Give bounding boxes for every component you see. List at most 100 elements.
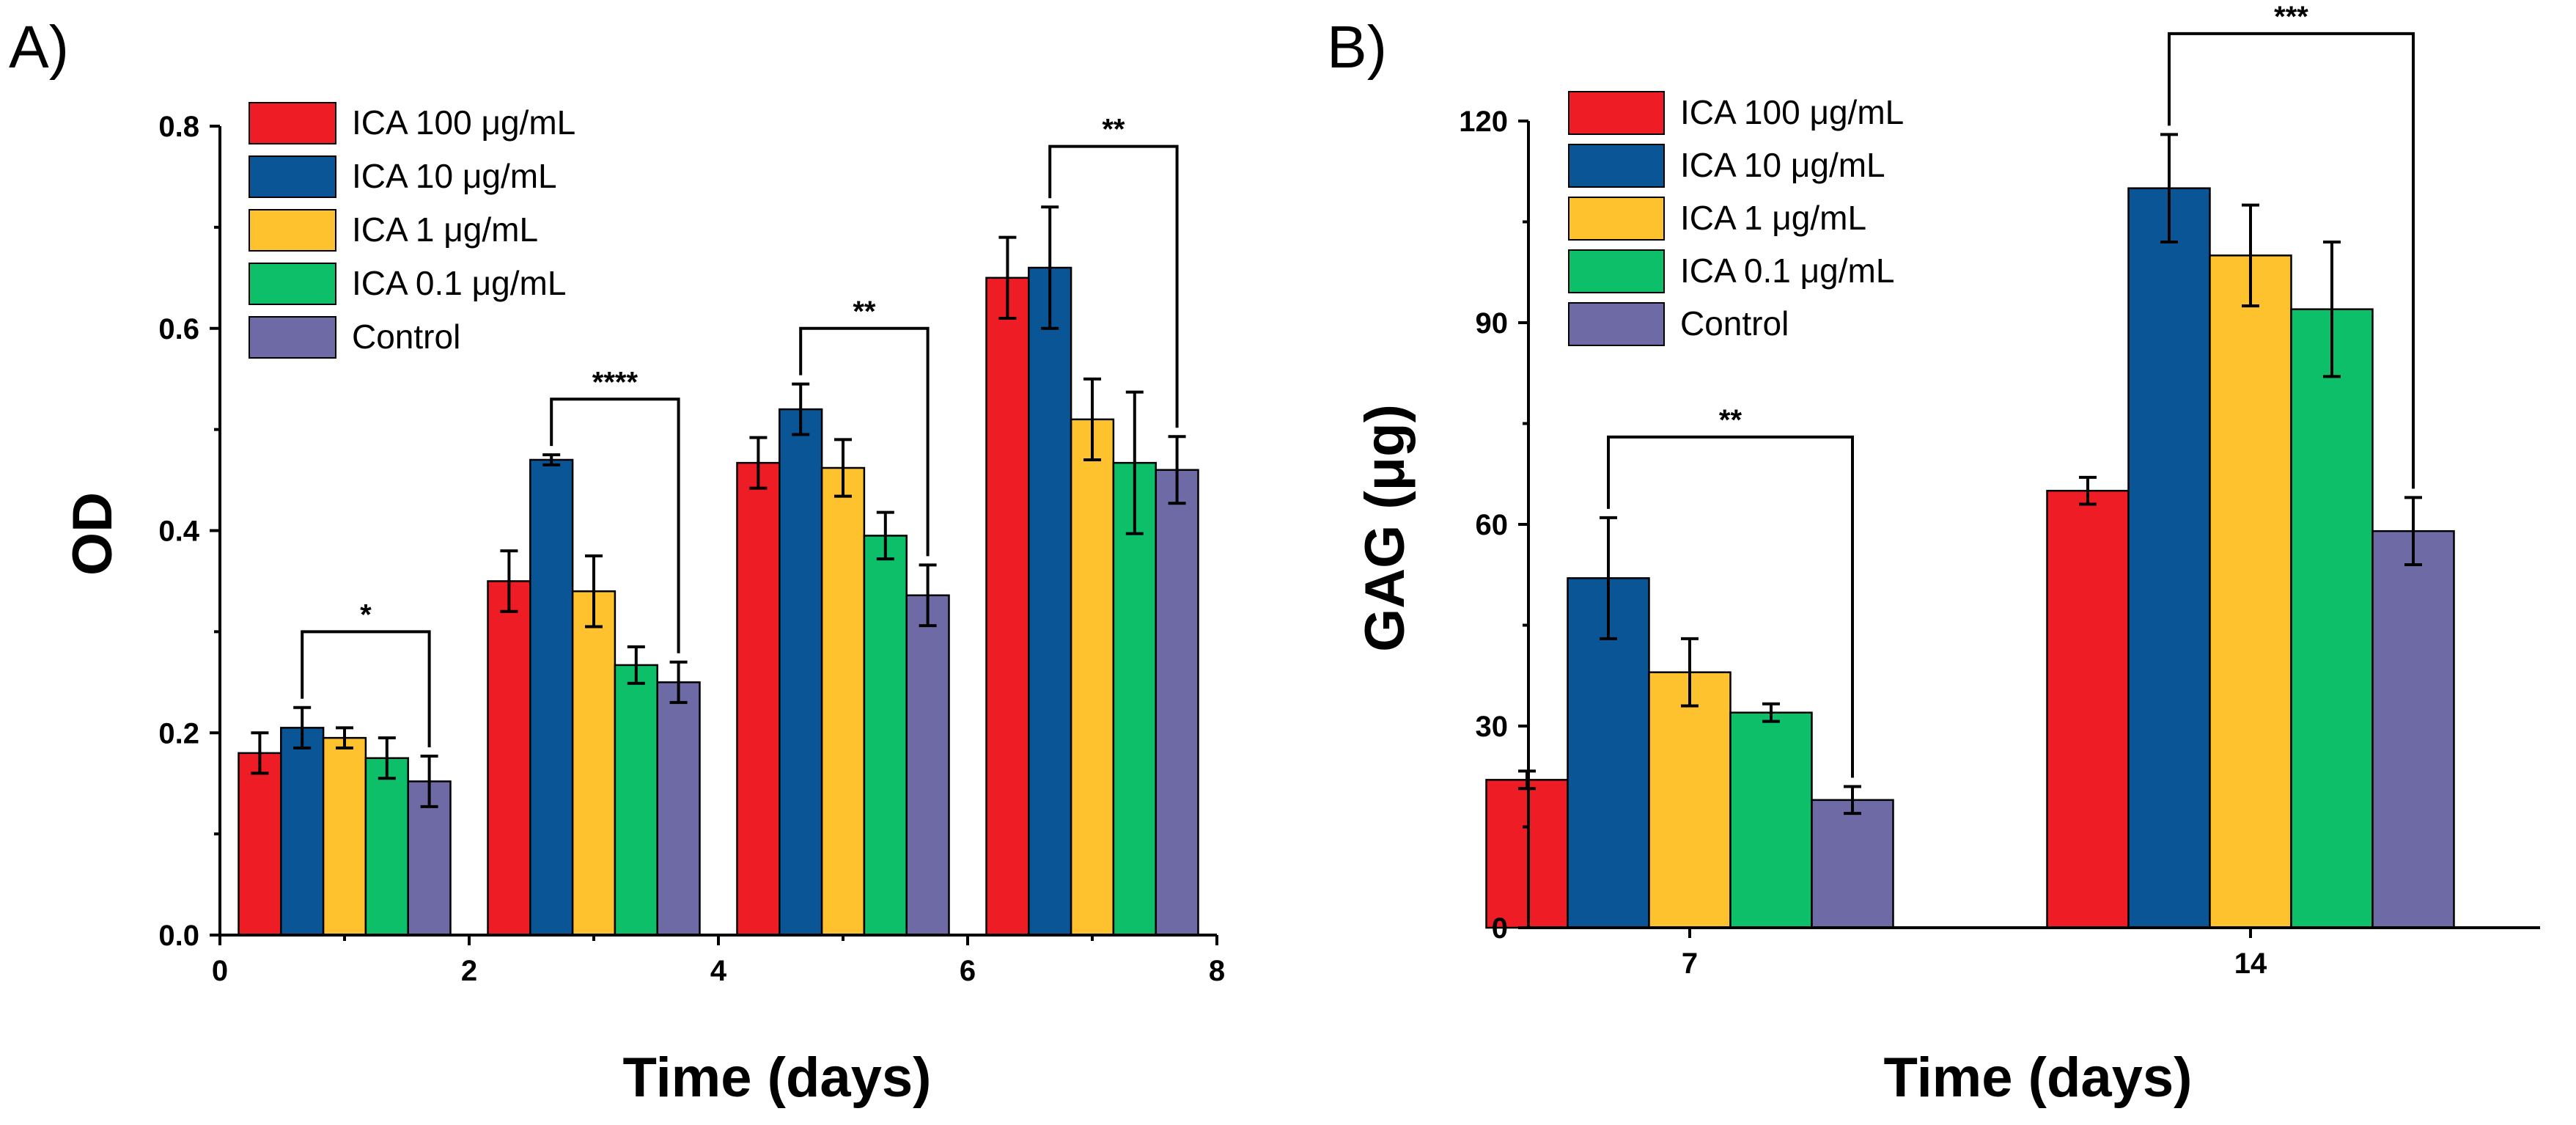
panel-a-error-bar [336,726,353,750]
panel-a-bar [1112,461,1157,937]
panel-a-error-bar [998,235,1017,320]
panel-a-significance-bracket [550,397,680,653]
panel-b-error-bar [1681,637,1699,708]
panel-a-x-tick-label: 6 [960,955,976,987]
panel-a-error-bar [293,706,312,750]
panel-a-error-bar [500,549,518,613]
panel-b-bar [1729,711,1813,929]
panel-a-legend-swatch [249,263,336,305]
panel-a-error-bar [378,736,396,780]
panel-a-legend-entry: Control [352,318,460,356]
panel-a-error-bar [1041,205,1059,330]
panel-a-error-bar [792,382,810,436]
panel-a-legend-swatch [249,316,336,359]
panel-b-ticks: 7 14 0 30 60 90 120 [1459,106,2267,980]
panel-a-x-tick-label: 0 [212,955,228,987]
panel-a-bar [322,736,367,937]
panel-b-bar [2290,308,2374,929]
panel-b-significance-label: ** [1719,404,1743,436]
panel-a-bar [1155,469,1199,937]
panel-a-ticks: 0 2 4 6 8 0.0 0.2 0.4 0.6 0.8 [158,111,1225,987]
panel-b-error-bar [2242,203,2259,308]
panel-b-x-axis-title: Time (days) [1884,1047,2193,1109]
panel-a-legend-entry: ICA 1 μg/mL [352,210,538,249]
panel-b-bar [1811,799,1894,929]
panel-a-significance-bracket [799,326,930,557]
panel-a-y-tick-label: 0.2 [158,717,199,750]
panel-b-error-bar [2079,475,2097,506]
panel-a-bar [614,664,658,937]
panel-a-y-tick-label: 0.8 [158,111,199,143]
panel-a-x-axis-title: Time (days) [623,1047,932,1109]
panel-a-bar [280,727,325,937]
panel-b-y-axis-title: GAG (μg) [1354,404,1416,652]
panel-b-bar [1648,671,1732,929]
panel-b-y-tick-label: 120 [1459,106,1508,138]
panel-a-y-tick-label: 0.0 [158,920,199,952]
panel-b-y-tick-label: 90 [1476,307,1509,340]
panel-a-significance-label: * [360,598,372,631]
panel-a-error-bar [876,510,894,561]
panel-a-bar [736,461,781,937]
panel-a-bar [656,681,701,937]
panel-b-legend-entry: ICA 10 μg/mL [1680,146,1885,184]
panel-b-legend: ICA 100 μg/mL ICA 10 μg/mL ICA 1 μg/mL ICA … [1568,91,1904,346]
panel-b-error-bar [1844,785,1861,816]
panel-a-error-bar [919,563,937,628]
panel-a-significance-label: **** [592,366,639,398]
panel-b-y-tick-label: 0 [1492,912,1508,945]
panel-a-legend-entry: ICA 10 μg/mL [352,157,557,195]
panel-b-significance: ***** [1607,1,2415,778]
panel-a-bar [985,276,1030,937]
panel-a-error-bar [627,645,645,685]
panel-a-significance-bracket [1048,144,1179,428]
panel-b-legend-entry: ICA 1 μg/mL [1680,199,1866,237]
panel-a-error-bar [1125,390,1144,535]
panel-a-significance-bracket [301,630,431,747]
panel-b-legend-entry: Control [1680,304,1789,342]
panel-b-label: B) [1327,14,1387,81]
panel-a-x-tick-label: 2 [461,955,477,987]
panel-b-legend-swatch [1568,144,1665,188]
panel-a-legend-swatch [249,102,336,144]
panel-a-bar [364,757,409,937]
panel-a-error-bar [1168,435,1186,505]
panel-a-bar [238,752,282,937]
panel-b-significance-bracket [2168,32,2415,489]
panel-a-legend: ICA 100 μg/mL ICA 10 μg/mL ICA 1 μg/mL ICA … [249,102,575,359]
panel-a-legend-swatch [249,209,336,252]
panel-a-bar [820,466,866,937]
panel-b-bar [2046,489,2130,929]
panel-a-bar [1070,418,1115,937]
panel-a-legend-swatch [249,155,336,198]
panel-b-error-bar [2160,133,2178,243]
panel-a-bar [779,408,823,937]
panel-b-legend-entry: ICA 100 μg/mL [1680,93,1904,131]
panel-b-significance-bracket [1607,435,1854,778]
panel-a-x-tick-label: 8 [1209,955,1225,987]
panel-a-error-bar [420,754,438,808]
panel-b-x-tick-label: 14 [2234,948,2267,980]
panel-b-error-bar [2323,241,2341,378]
panel-a-bar [529,458,574,937]
panel-a-error-bar [669,660,688,704]
panel-b-error-bar [2404,496,2422,566]
panel-b-bar [2371,529,2455,929]
panel-a-bar [905,594,950,937]
panel-a-errorbars [251,205,1186,808]
panel-b-x-tick-label: 7 [1682,948,1698,980]
panel-a-error-bar [542,453,561,466]
panel-b-y-tick-label: 30 [1476,711,1509,743]
panel-a-bar [487,580,531,937]
panel-b-significance-label: *** [2274,1,2308,33]
panel-b-y-tick-label: 60 [1476,509,1509,541]
panel-a-legend-entry: ICA 100 μg/mL [352,103,575,142]
panel-a-x-tick-label: 4 [710,955,727,987]
panel-a-significance-label: ** [1102,114,1125,146]
panel-b-error-bar [1600,516,1617,640]
panel-a: A) ********* 0 2 4 6 80.00.20.40.60.8 Time (… [9,14,1225,1109]
panel-b-bar [2127,187,2211,929]
panel-a-bar [571,590,617,937]
panel-b-legend-swatch [1568,197,1665,241]
